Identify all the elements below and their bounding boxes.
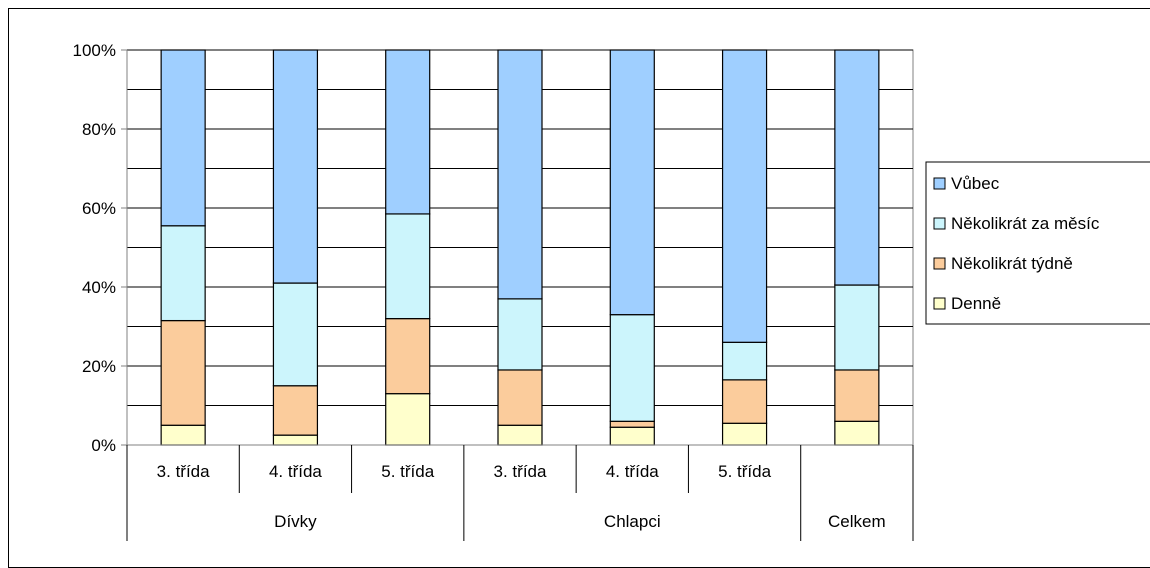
legend: Vůbec Několikrát za měsíc Několikrát týdně… [925, 161, 1150, 325]
bar-segment-denně [160, 424, 206, 446]
category-label: 4. třída [606, 462, 659, 481]
x-axis: 3. třída 4. třída 5. třída 3. třída 4. třída… [126, 444, 914, 541]
y-tick-label: 80% [82, 120, 116, 139]
legend-swatch [933, 217, 946, 230]
group-label: Chlapci [604, 512, 661, 531]
group-label: Dívky [274, 512, 317, 531]
bar-segment-několikrát-za-měsíc [385, 213, 431, 320]
y-tick-label: 20% [82, 357, 116, 376]
bar-segment-denně [834, 420, 880, 446]
legend-swatch [933, 257, 946, 270]
y-tick-label: 40% [82, 278, 116, 297]
legend-label: Několikrát za měsíc [951, 214, 1100, 233]
category-label: 4. třída [269, 462, 322, 481]
bar-segment-denně [385, 393, 431, 446]
bar-segment-několikrát-týdně [497, 369, 543, 426]
bar-segment-vůbec [721, 49, 768, 343]
bar-series [160, 49, 880, 446]
bar-segment-denně [272, 434, 319, 446]
bar-segment-vůbec [272, 49, 319, 284]
bar-segment-několikrát-za-měsíc [272, 282, 319, 387]
bar-segment-několikrát-týdně [272, 385, 319, 436]
bar-segment-denně [497, 424, 543, 446]
legend-swatch [933, 297, 946, 310]
category-label: 3. třída [494, 462, 547, 481]
bar-segment-vůbec [160, 49, 206, 227]
bar-segment-vůbec [834, 49, 880, 286]
bar-segment-několikrát-týdně [385, 318, 431, 395]
bar-segment-vůbec [609, 49, 655, 316]
bar-segment-několikrát-týdně [160, 319, 206, 426]
bar-segment-několikrát-za-měsíc [721, 341, 768, 381]
y-tick-label: 0% [91, 436, 116, 455]
bar-segment-vůbec [497, 49, 543, 300]
bar-segment-několikrát-týdně [834, 369, 880, 422]
bar-segment-několikrát-za-měsíc [160, 225, 206, 322]
bar-segment-několikrát-týdně [721, 379, 768, 424]
y-tick-label: 100% [73, 41, 116, 60]
legend-label: Denně [951, 294, 1001, 313]
legend-label: Několikrát týdně [951, 254, 1073, 273]
legend-swatch [933, 177, 946, 190]
bar-segment-několikrát-za-měsíc [497, 298, 543, 371]
bar-segment-několikrát-týdně [609, 420, 655, 428]
bar-segment-denně [721, 422, 768, 446]
y-axis: 0% 20% 40% 60% 80% 100% [73, 41, 128, 455]
category-label: 5. třída [718, 462, 771, 481]
category-label: 5. třída [381, 462, 434, 481]
group-label: Celkem [828, 512, 886, 531]
legend-box [925, 161, 1150, 325]
legend-label: Vůbec [951, 174, 1000, 193]
bar-segment-několikrát-za-měsíc [609, 314, 655, 422]
y-tick-label: 60% [82, 199, 116, 218]
category-label: 3. třída [157, 462, 210, 481]
bar-segment-vůbec [385, 49, 431, 215]
bar-segment-několikrát-za-měsíc [834, 284, 880, 371]
bar-segment-denně [609, 426, 655, 446]
